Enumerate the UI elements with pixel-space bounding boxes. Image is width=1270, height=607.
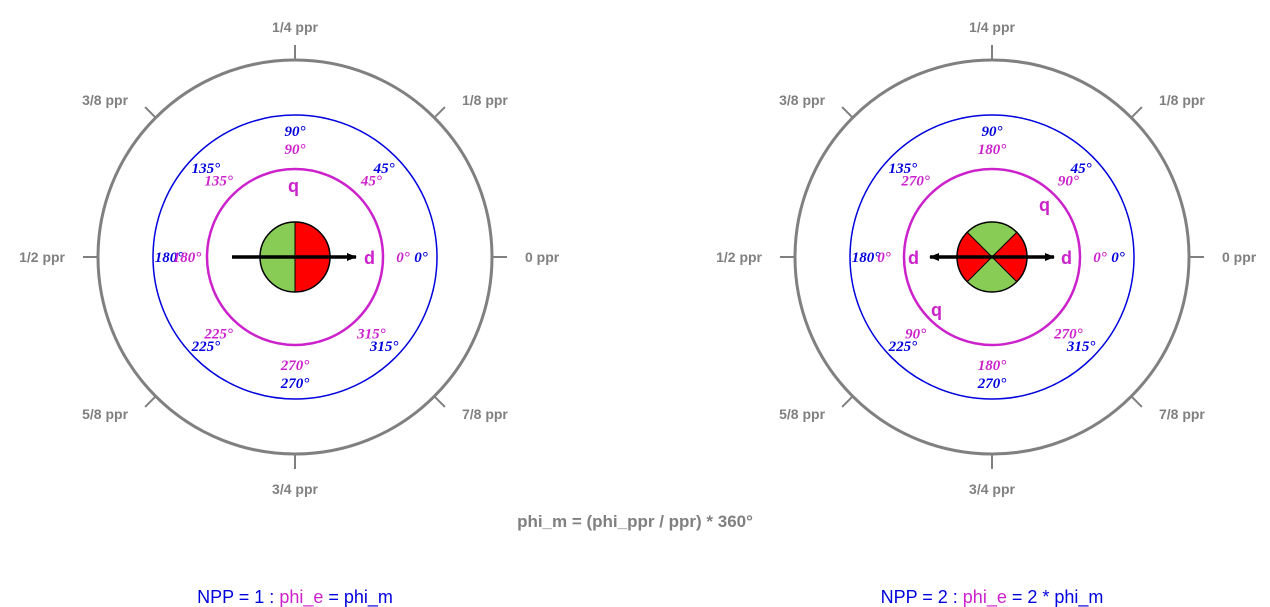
- electrical-angle-ring: [205, 167, 385, 347]
- mechanical-angle-label: 135°: [192, 161, 221, 177]
- mechanical-angle-label: 225°: [888, 339, 918, 355]
- electrical-angle-label: 45°: [360, 174, 382, 190]
- electrical-angle-label: 90°: [905, 326, 926, 342]
- caption-prefix: NPP = 1 :: [197, 587, 279, 607]
- caption-prefix: NPP = 2 :: [881, 587, 963, 607]
- south-pole-quadrant: [967, 257, 1017, 293]
- ppr-label: 3/8 ppr: [779, 92, 825, 108]
- caption-suffix: = phi_m: [323, 587, 393, 607]
- mechanical-angle-ring: [152, 114, 438, 400]
- d-axis-label-left: d: [908, 248, 919, 268]
- mechanical-angle-label: 135°: [889, 161, 918, 177]
- ppr-tick: [841, 106, 854, 119]
- ppr-labels: 0 ppr 1/8 ppr 1/4 ppr 3/8 ppr 1/2 ppr 5/8 ppr…: [716, 19, 1257, 497]
- ppr-tick-marks: [83, 45, 507, 469]
- electrical-angle-label: 90°: [1058, 174, 1079, 190]
- south-pole-quadrant: [967, 221, 1017, 257]
- mechanical-angle-label: 315°: [369, 339, 399, 355]
- ppr-label: 5/8 ppr: [82, 406, 128, 422]
- electrical-angle-ring: [902, 167, 1082, 347]
- ppr-label: 1/8 ppr: [462, 92, 508, 108]
- electrical-angle-label: 270°: [280, 358, 310, 374]
- electrical-angle-labels: 0° 90° 180° 270° 0° 90° 180° 270°: [877, 142, 1107, 374]
- caption-phi-e: phi_e: [279, 587, 323, 607]
- right-caption: NPP = 2 : phi_e = 2 * phi_m: [881, 587, 1104, 607]
- ppr-label: 1/2 ppr: [716, 249, 762, 265]
- mechanical-angle-formula: phi_m = (phi_ppr / ppr) * 360°: [517, 512, 753, 531]
- mechanical-angle-label: 90°: [982, 124, 1003, 140]
- caption-phi-e: phi_e: [963, 587, 1007, 607]
- electrical-angle-label: 90°: [285, 142, 306, 158]
- mechanical-angle-label: 90°: [285, 124, 306, 140]
- mechanical-angle-label: 315°: [1066, 339, 1096, 355]
- q-axis-label: q: [288, 176, 299, 196]
- electrical-angle-labels: 0° 45° 90° 135° 180° 225° 270° 315°: [173, 142, 410, 374]
- mechanical-angle-label: 45°: [373, 161, 395, 177]
- ppr-label: 1/4 ppr: [272, 19, 318, 35]
- mechanical-angle-labels: 0° 45° 90° 135° 180° 225° 270° 315°: [155, 124, 428, 392]
- mechanical-angle-label: 180°: [852, 250, 881, 266]
- magnet-rotor: [232, 221, 357, 293]
- electrical-angle-label: 315°: [356, 326, 386, 342]
- ppr-label: 3/8 ppr: [82, 92, 128, 108]
- ppr-labels: 0 ppr 1/8 ppr 1/4 ppr 3/8 ppr 1/2 ppr 5/8 ppr…: [19, 19, 560, 497]
- mechanical-angle-label: 180°: [155, 250, 184, 266]
- electrical-angle-label: 180°: [978, 358, 1007, 374]
- mechanical-angle-label: 270°: [280, 376, 310, 392]
- mechanical-angle-label: 0°: [1111, 250, 1125, 266]
- right-diagram-npp-2: 0 ppr 1/8 ppr 1/4 ppr 3/8 ppr 1/2 ppr 5/8 ppr…: [716, 19, 1257, 497]
- ppr-tick: [144, 106, 157, 119]
- electrical-angle-label: 0°: [877, 250, 891, 266]
- caption-suffix: = 2 * phi_m: [1007, 587, 1104, 607]
- ppr-tick: [841, 395, 854, 408]
- ppr-label: 5/8 ppr: [779, 406, 825, 422]
- electrical-angle-label: 135°: [204, 174, 233, 190]
- electrical-angle-label: 270°: [900, 174, 930, 190]
- magnet-rotor: [929, 221, 1055, 293]
- electrical-angle-label: 0°: [1093, 250, 1107, 266]
- ppr-tick-marks: [780, 45, 1204, 469]
- q-axis-label-upper: q: [1039, 195, 1050, 215]
- ppr-tick: [144, 395, 157, 408]
- ppr-tick: [433, 106, 446, 119]
- ppr-tick: [1130, 106, 1143, 119]
- electrical-angle-label: 180°: [978, 142, 1007, 158]
- ppr-tick: [1130, 395, 1143, 408]
- d-axis-label: d: [364, 248, 375, 268]
- q-axis-label-lower: q: [931, 300, 942, 320]
- ppr-label: 3/4 ppr: [969, 481, 1015, 497]
- mechanical-angle-label: 45°: [1070, 161, 1092, 177]
- mechanical-angle-label: 0°: [414, 250, 428, 266]
- ppr-label: 7/8 ppr: [462, 406, 508, 422]
- left-caption: NPP = 1 : phi_e = phi_m: [197, 587, 393, 607]
- ppr-label: 1/4 ppr: [969, 19, 1015, 35]
- left-diagram-npp-1: 0 ppr 1/8 ppr 1/4 ppr 3/8 ppr 1/2 ppr 5/8 ppr…: [19, 19, 560, 497]
- mechanical-angle-label: 225°: [191, 339, 221, 355]
- mechanical-angle-label: 270°: [977, 376, 1007, 392]
- electrical-angle-label: 180°: [173, 250, 202, 266]
- mechanical-angle-ring: [849, 114, 1135, 400]
- d-axis-label-right: d: [1061, 248, 1072, 268]
- ppr-label: 3/4 ppr: [272, 481, 318, 497]
- ppr-label: 0 ppr: [1222, 249, 1257, 265]
- ppr-label: 1/2 ppr: [19, 249, 65, 265]
- ppr-label: 7/8 ppr: [1159, 406, 1205, 422]
- ppr-label: 0 ppr: [525, 249, 560, 265]
- ppr-tick: [433, 395, 446, 408]
- electrical-angle-label: 270°: [1053, 326, 1083, 342]
- ppr-label: 1/8 ppr: [1159, 92, 1205, 108]
- mechanical-angle-labels: 0°45°90°135°180°225°270°315°: [852, 124, 1125, 392]
- electrical-angle-label: 0°: [396, 250, 410, 266]
- electrical-angle-label: 225°: [203, 326, 233, 342]
